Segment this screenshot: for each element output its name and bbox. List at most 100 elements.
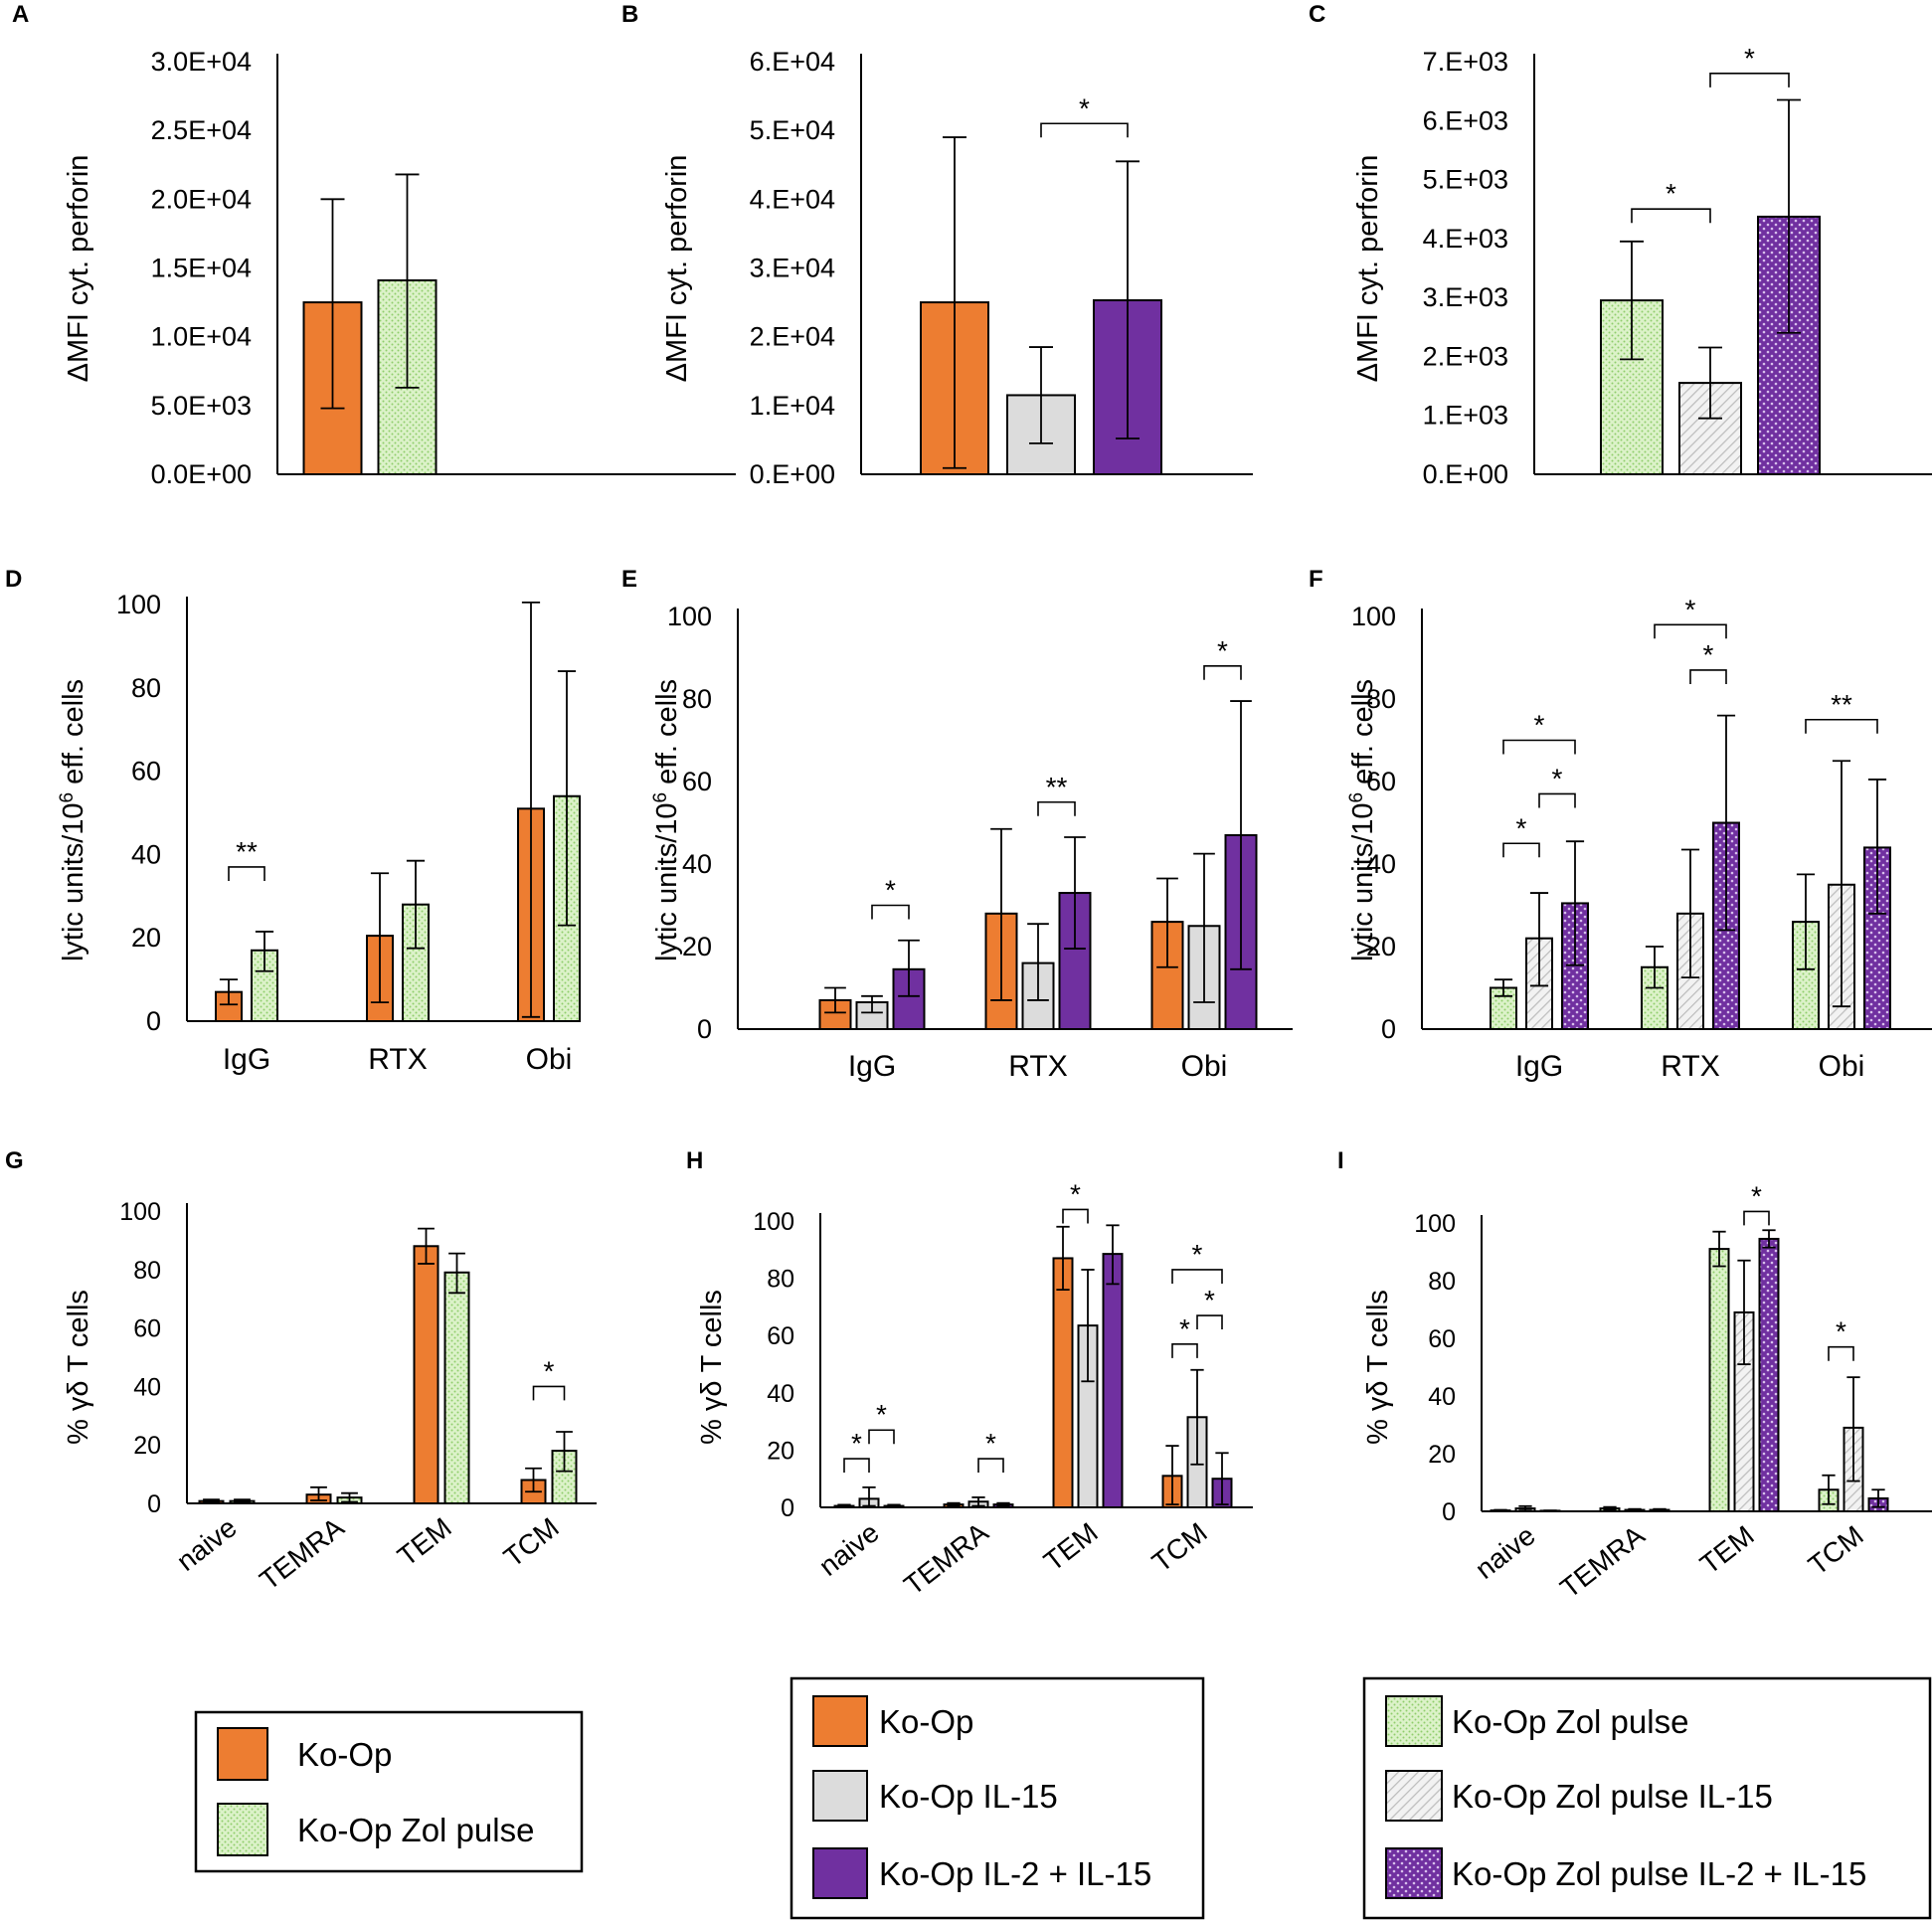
significance-bracket — [1538, 792, 1576, 808]
x-tick-label: TEM — [392, 1511, 457, 1572]
x-tick-label: RTX — [1661, 1050, 1719, 1083]
significance-bracket — [1502, 842, 1540, 858]
y-tick-label: 2.E+03 — [1423, 341, 1508, 371]
significance-label: * — [544, 1355, 555, 1386]
x-tick-label: IgG — [848, 1050, 896, 1083]
chart-panel-f: F 0 20 40 60 80 100 lytic units/106 eff. cells I… — [1309, 566, 1932, 1083]
x-tick-label: TEMRA — [254, 1511, 350, 1596]
bar — [215, 990, 243, 1022]
x-tick-label: naive — [1470, 1519, 1541, 1585]
bar — [1758, 1237, 1780, 1512]
y-axis-title: lytic units/106 eff. cells — [57, 679, 90, 961]
significance-label: * — [1552, 763, 1563, 793]
significance-bracket — [1171, 1269, 1223, 1284]
significance-label: * — [1703, 639, 1714, 670]
y-tick-label: 6.E+03 — [1423, 105, 1508, 135]
legend-1: Ko-Op Ko-Op Zol pulse — [194, 1710, 584, 1873]
y-tick-label: 60 — [767, 1322, 794, 1350]
significance-label: * — [1516, 812, 1527, 843]
y-tick-label: 1.E+03 — [1423, 401, 1508, 431]
y-tick-label: 0.0E+00 — [151, 459, 252, 489]
significance-label: * — [1744, 43, 1755, 74]
y-tick-label: 1.5E+04 — [151, 254, 252, 283]
bar — [443, 1271, 470, 1504]
legend-label: Ko-Op Zol pulse — [1452, 1703, 1688, 1740]
y-tick-label: 100 — [753, 1208, 794, 1236]
y-tick-label: 80 — [1366, 684, 1396, 714]
significance-label: ** — [1831, 689, 1852, 720]
significance-bracket — [1828, 1345, 1854, 1361]
y-tick-label: 40 — [133, 1373, 161, 1401]
significance-bracket — [977, 1458, 1004, 1474]
y-tick-label: 80 — [1428, 1268, 1456, 1296]
legend-swatch — [217, 1727, 268, 1781]
y-tick-label: 20 — [131, 923, 161, 953]
x-tick-label: TEM — [1694, 1519, 1760, 1580]
x-tick-label: Obi — [526, 1043, 573, 1076]
legend-label: Ko-Op Zol pulse — [297, 1812, 534, 1848]
legend-3: Ko-Op Zol pulse Ko-Op Zol pulse IL-15 Ko-O… — [1362, 1676, 1932, 1920]
significance-label: * — [1751, 1180, 1762, 1211]
y-tick-label: 2.0E+04 — [151, 184, 252, 214]
y-axis-title: % γδ T cells — [696, 1290, 728, 1445]
legend-swatch — [812, 1695, 868, 1747]
y-tick-label: 0.E+00 — [750, 459, 835, 489]
legend-label: Ko-Op Zol pulse IL-2 + IL-15 — [1452, 1855, 1866, 1892]
significance-bracket — [1037, 800, 1076, 816]
significance-bracket — [1743, 1210, 1770, 1226]
y-tick-label: 6.E+04 — [750, 47, 835, 77]
y-tick-label: 100 — [667, 602, 712, 631]
significance-label: * — [985, 1428, 996, 1459]
significance-bracket — [868, 1429, 895, 1445]
panel-label: E — [621, 566, 637, 593]
panel-label: F — [1309, 566, 1323, 593]
bar — [1052, 1257, 1074, 1508]
y-axis-title: lytic units/106 eff. cells — [1346, 679, 1380, 961]
y-tick-label: 40 — [767, 1380, 794, 1408]
legend-label: Ko-Op IL-2 + IL-15 — [879, 1855, 1151, 1892]
legend-label: Ko-Op — [297, 1736, 392, 1773]
y-tick-label: 20 — [767, 1437, 794, 1465]
y-tick-label: 2.E+04 — [750, 322, 835, 352]
legend-swatch — [1385, 1847, 1443, 1899]
y-tick-label: 0 — [146, 1006, 161, 1036]
y-tick-label: 0 — [697, 1014, 712, 1044]
chart-panel-d: D 0 20 40 60 80 100 lytic units/106 eff. cells I… — [5, 566, 581, 1076]
chart-panel-a: A 0.0E+00 5.0E+03 1.0E+04 1.5E+04 2.0E+04 2.5E… — [12, 1, 736, 489]
panel-label: G — [5, 1147, 24, 1174]
y-axis-title: ΔMFI cyt. perforin — [1352, 155, 1384, 383]
x-tick-label: naive — [171, 1511, 243, 1577]
significance-bracket — [843, 1458, 870, 1474]
significance-label: * — [1204, 1285, 1215, 1315]
chart-panel-i: I 0 20 40 60 80 100 % γδ T cells naive TEMRA TEM TC… — [1337, 1147, 1932, 1604]
y-tick-label: 0 — [1381, 1014, 1396, 1044]
y-tick-label: 5.E+03 — [1423, 165, 1508, 195]
legend-frame — [1362, 1676, 1932, 1920]
significance-bracket — [1805, 718, 1878, 734]
x-tick-label: TCM — [1803, 1519, 1869, 1581]
significance-label: * — [1217, 635, 1228, 666]
y-axis-title: % γδ T cells — [63, 1290, 94, 1445]
bar — [1102, 1253, 1124, 1508]
significance-label: * — [1836, 1316, 1846, 1347]
y-tick-label: 100 — [1351, 602, 1396, 631]
y-tick-label: 4.E+03 — [1423, 224, 1508, 254]
chart-panel-h: H 0 20 40 60 80 100 % γδ T cells naive TEMRA TEM TC… — [686, 1147, 1253, 1601]
legend-label: Ko-Op IL-15 — [879, 1778, 1058, 1815]
x-tick-label: IgG — [223, 1043, 270, 1076]
y-axis-title: ΔMFI cyt. perforin — [661, 155, 693, 383]
y-tick-label: 40 — [131, 839, 161, 869]
y-tick-label: 20 — [1366, 932, 1396, 961]
legend-label: Ko-Op Zol pulse IL-15 — [1452, 1778, 1773, 1815]
y-tick-label: 5.0E+03 — [151, 391, 252, 421]
y-tick-label: 4.E+04 — [750, 184, 835, 214]
x-tick-label: naive — [813, 1516, 885, 1582]
chart-panel-e: E 0 20 40 60 80 100 lytic units/106 eff. cells I… — [621, 566, 1293, 1083]
y-tick-label: 60 — [682, 767, 712, 796]
y-tick-label: 1.E+04 — [750, 391, 835, 421]
significance-label: * — [1079, 92, 1090, 123]
y-tick-label: 80 — [767, 1266, 794, 1294]
x-tick-label: TCM — [1146, 1516, 1213, 1578]
x-tick-label: TEMRA — [898, 1516, 994, 1601]
panel-label: B — [621, 1, 638, 28]
